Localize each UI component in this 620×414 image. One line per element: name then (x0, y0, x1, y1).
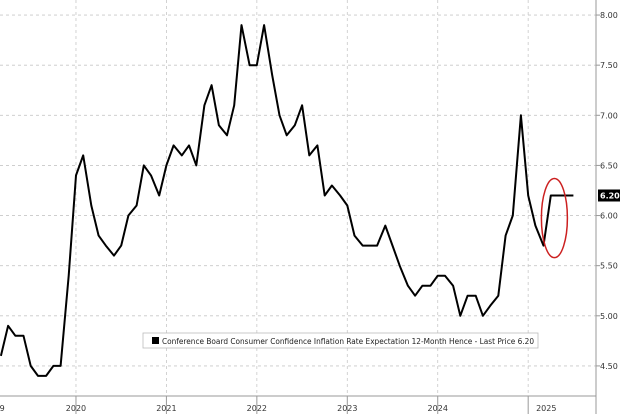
y-tick-label: 6.50 (600, 161, 618, 170)
legend-box (142, 332, 539, 349)
legend-swatch-icon (152, 337, 159, 344)
last-price-badge (598, 189, 620, 202)
y-tick-label: 5.50 (600, 262, 618, 271)
legend: Conference Board Consumer Confidence Inf… (142, 332, 539, 349)
last-price-value: 6.20 (600, 191, 620, 200)
x-tick-label: 2025 (536, 404, 556, 413)
y-tick-label: 7.50 (600, 61, 618, 70)
x-tick-label: 2022 (247, 404, 267, 413)
x-tick-label: 2019 (0, 404, 5, 413)
y-tick-label: 7.00 (600, 111, 618, 120)
y-tick-label: 4.50 (600, 362, 618, 371)
highlight-ellipse (540, 177, 569, 259)
x-tick-label: 2020 (66, 404, 86, 413)
x-tick-label: 2021 (156, 404, 176, 413)
series-line (0, 24, 574, 377)
year-dividers (75, 0, 529, 414)
y-tick-label: 8.00 (600, 11, 618, 20)
x-tick-label: 2024 (428, 404, 448, 413)
x-tick-label: 2023 (337, 404, 357, 413)
x-year-labels: 2019 2020 2021 2022 2023 2024 2025 (0, 404, 556, 413)
y-tick-label: 5.00 (600, 312, 618, 321)
gridlines (0, 14, 600, 367)
legend-label: Conference Board Consumer Confidence Inf… (162, 337, 534, 346)
y-tick-labels: 4.50 5.00 5.50 6.00 6.50 7.00 7.50 8.00 (600, 11, 618, 371)
y-tick-label: 6.00 (600, 212, 618, 221)
last-price-tag: 6.20 (598, 189, 620, 202)
